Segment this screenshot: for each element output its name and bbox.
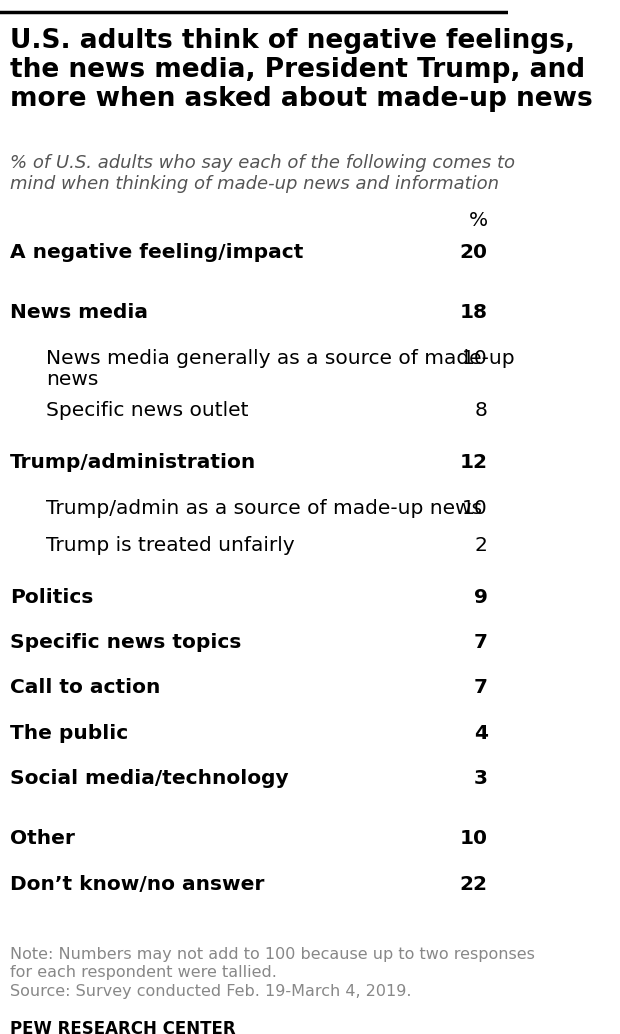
- Text: %: %: [469, 211, 488, 230]
- Text: % of U.S. adults who say each of the following comes to
mind when thinking of ma: % of U.S. adults who say each of the fol…: [10, 154, 515, 192]
- Text: PEW RESEARCH CENTER: PEW RESEARCH CENTER: [10, 1020, 236, 1034]
- Text: Trump/administration: Trump/administration: [10, 453, 257, 473]
- Text: News media generally as a source of made-up
news: News media generally as a source of made…: [46, 348, 515, 389]
- Text: 3: 3: [474, 769, 488, 788]
- Text: 18: 18: [460, 303, 488, 323]
- Text: 10: 10: [460, 829, 488, 848]
- Text: News media: News media: [10, 303, 148, 323]
- Text: Trump is treated unfairly: Trump is treated unfairly: [46, 536, 294, 555]
- Text: Other: Other: [10, 829, 75, 848]
- Text: 10: 10: [462, 348, 488, 367]
- Text: U.S. adults think of negative feelings,
the news media, President Trump, and
mor: U.S. adults think of negative feelings, …: [10, 28, 593, 113]
- Text: 10: 10: [462, 498, 488, 517]
- Text: 8: 8: [475, 401, 488, 420]
- Text: 9: 9: [474, 587, 488, 607]
- Text: A negative feeling/impact: A negative feeling/impact: [10, 243, 304, 263]
- Text: 20: 20: [460, 243, 488, 263]
- Text: Trump/admin as a source of made-up news: Trump/admin as a source of made-up news: [46, 498, 482, 517]
- Text: Specific news topics: Specific news topics: [10, 633, 242, 652]
- Text: Specific news outlet: Specific news outlet: [46, 401, 248, 420]
- Text: Social media/technology: Social media/technology: [10, 769, 289, 788]
- Text: Politics: Politics: [10, 587, 94, 607]
- Text: 2: 2: [475, 536, 488, 555]
- Text: Don’t know/no answer: Don’t know/no answer: [10, 875, 265, 893]
- Text: Note: Numbers may not add to 100 because up to two responses
for each respondent: Note: Numbers may not add to 100 because…: [10, 947, 535, 999]
- Text: 7: 7: [474, 633, 488, 652]
- Text: 22: 22: [460, 875, 488, 893]
- Text: 7: 7: [474, 678, 488, 698]
- Text: Call to action: Call to action: [10, 678, 161, 698]
- Text: 4: 4: [474, 724, 488, 742]
- Text: 12: 12: [460, 453, 488, 473]
- Text: The public: The public: [10, 724, 128, 742]
